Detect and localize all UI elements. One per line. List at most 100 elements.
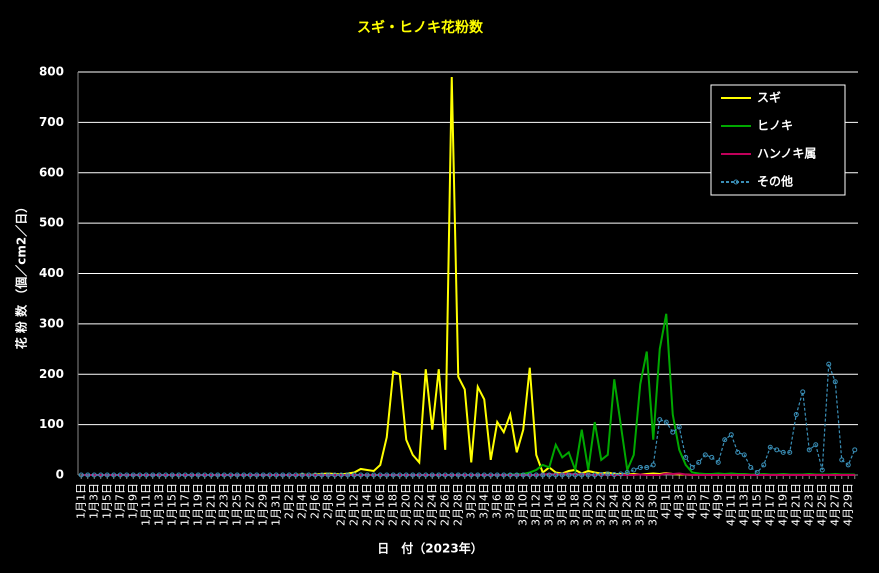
- x-tick-label: 3月26日: [620, 483, 633, 526]
- point: [657, 417, 663, 423]
- point: [605, 471, 611, 477]
- x-tick-label: 1月15日: [165, 483, 178, 526]
- point: [689, 464, 695, 470]
- point: [436, 472, 442, 478]
- x-tick-label: 4月25日: [815, 483, 828, 526]
- x-tick-label: 1月9日: [126, 483, 139, 519]
- x-tick-label: 4月19日: [776, 483, 789, 526]
- point: [410, 472, 416, 478]
- point: [390, 472, 396, 478]
- x-tick-label: 1月17日: [178, 483, 191, 526]
- point: [98, 472, 104, 478]
- point: [442, 472, 448, 478]
- x-tick-label: 1月25日: [230, 483, 243, 526]
- point: [806, 447, 812, 453]
- point: [156, 472, 162, 478]
- point: [852, 447, 858, 453]
- point: [124, 472, 130, 478]
- legend-label: スギ: [757, 90, 781, 105]
- point: [585, 472, 591, 478]
- point: [468, 472, 474, 478]
- point: [650, 462, 656, 468]
- point: [735, 449, 741, 455]
- point: [78, 472, 84, 478]
- point: [722, 437, 728, 443]
- x-tick-label: 2月6日: [308, 483, 321, 519]
- point: [215, 472, 221, 478]
- point: [618, 471, 624, 477]
- point: [345, 472, 351, 478]
- point: [754, 469, 760, 475]
- point: [273, 472, 279, 478]
- y-tick-label: 800: [39, 65, 64, 79]
- point: [150, 472, 156, 478]
- point: [728, 432, 734, 438]
- x-tick-label: 3月28日: [633, 483, 646, 526]
- point: [312, 472, 318, 478]
- x-tick-label: 3月30日: [646, 483, 659, 526]
- y-tick-label: 0: [56, 468, 64, 482]
- point: [826, 361, 832, 367]
- point: [527, 472, 533, 478]
- x-tick-label: 3月8日: [503, 483, 516, 519]
- x-tick-label: 4月1日: [659, 483, 672, 519]
- point: [787, 449, 793, 455]
- point: [598, 471, 604, 477]
- x-tick-label: 2月10日: [334, 483, 347, 526]
- chart-title: スギ・ヒノキ花粉数: [357, 19, 484, 36]
- x-tick-label: 4月17日: [763, 483, 776, 526]
- x-tick-label: 2月16日: [373, 483, 386, 526]
- point: [462, 472, 468, 478]
- point: [481, 472, 487, 478]
- point: [85, 472, 91, 478]
- point: [299, 472, 305, 478]
- point: [741, 452, 747, 458]
- point: [579, 472, 585, 478]
- point: [267, 472, 273, 478]
- point: [338, 472, 344, 478]
- legend-box: [710, 84, 846, 196]
- point: [819, 467, 825, 473]
- x-tick-label: 4月23日: [802, 483, 815, 526]
- point: [137, 472, 143, 478]
- point: [397, 472, 403, 478]
- x-tick-label: 4月5日: [685, 483, 698, 519]
- legend-label: その他: [757, 174, 793, 189]
- x-tick-label: 3月4日: [477, 483, 490, 519]
- point: [358, 472, 364, 478]
- point: [761, 462, 767, 468]
- x-axis-label: 日 付（2023年）: [377, 541, 482, 556]
- x-tick-label: 3月24日: [607, 483, 620, 526]
- point: [748, 464, 754, 470]
- x-tick-label: 3月16日: [555, 483, 568, 526]
- point: [839, 457, 845, 463]
- x-tick-label: 4月13日: [737, 483, 750, 526]
- y-tick-label: 200: [39, 367, 64, 381]
- point: [715, 459, 721, 465]
- x-tick-label: 1月3日: [87, 483, 100, 519]
- point: [637, 464, 643, 470]
- point: [663, 419, 669, 425]
- point: [286, 472, 292, 478]
- point: [514, 472, 520, 478]
- point: [774, 447, 780, 453]
- x-tick-label: 3月14日: [542, 483, 555, 526]
- point: [624, 469, 630, 475]
- point: [709, 454, 715, 460]
- point: [676, 424, 682, 430]
- x-tick-label: 1月7日: [113, 483, 126, 519]
- point: [384, 472, 390, 478]
- x-tick-label: 2月8日: [321, 483, 334, 519]
- x-tick-label: 3月12日: [529, 483, 542, 526]
- point: [566, 472, 572, 478]
- point: [845, 462, 851, 468]
- point: [163, 472, 169, 478]
- point: [403, 472, 409, 478]
- point: [670, 429, 676, 435]
- x-tick-label: 1月19日: [191, 483, 204, 526]
- x-tick-label: 1月29日: [256, 483, 269, 526]
- point: [254, 472, 260, 478]
- point: [319, 472, 325, 478]
- legend-label: ヒノキ: [757, 119, 793, 133]
- x-tick-label: 1月21日: [204, 483, 217, 526]
